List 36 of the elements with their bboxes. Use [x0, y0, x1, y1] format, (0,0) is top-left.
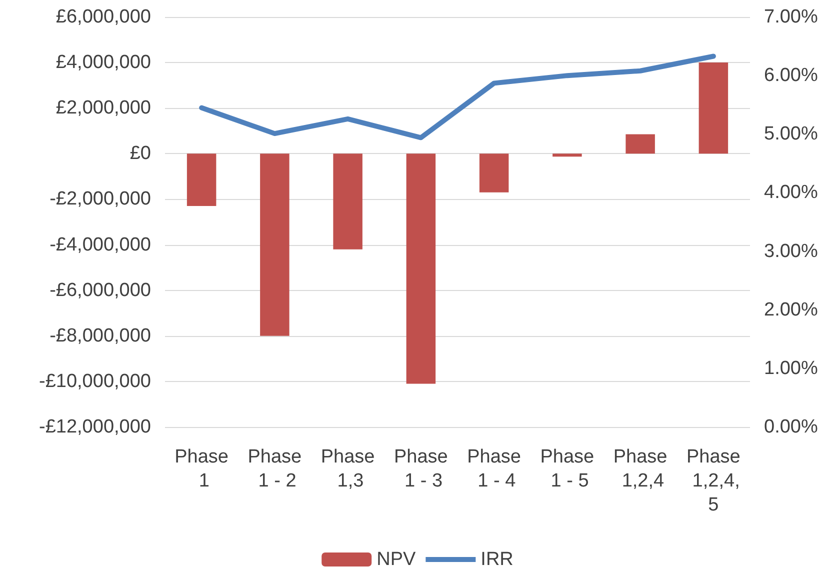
x-tick-label: Phase 1 - 4: [467, 446, 521, 492]
y2-tick-label: 4.00%: [764, 182, 818, 204]
y-tick-label: -£4,000,000: [50, 234, 151, 256]
y2-tick-label: 2.00%: [764, 299, 818, 320]
x-tick-label: Phase 1 - 5: [540, 446, 594, 492]
y2-tick-label: 1.00%: [764, 358, 818, 379]
bar: [552, 154, 582, 157]
y2-tick-label: 7.00%: [764, 6, 818, 28]
bar: [260, 154, 290, 336]
y2-tick-label: 3.00%: [764, 240, 818, 262]
bar: [186, 154, 216, 206]
bar: [626, 134, 655, 154]
y2-tick-label: 5.00%: [764, 124, 818, 145]
bar: [698, 62, 728, 154]
x-tick-label: Phase 1,2,4: [613, 446, 668, 492]
y-tick-label: -£2,000,000: [50, 188, 151, 210]
y2-tick-label: 6.00%: [764, 65, 818, 86]
legend-label: IRR: [480, 549, 514, 570]
y-tick-label: -£10,000,000: [39, 370, 151, 392]
y-tick-label: -£8,000,000: [50, 325, 151, 346]
y2-tick-label: 0.00%: [764, 416, 818, 438]
y-tick-label: £2,000,000: [56, 98, 151, 119]
y-tick-label: £0: [130, 143, 151, 164]
x-tick-label: Phase 1 - 3: [394, 446, 448, 492]
x-tick-label: Phase 1,3: [320, 446, 375, 492]
x-tick-label: Phase 1: [174, 446, 228, 492]
y-tick-label: -£12,000,000: [39, 416, 151, 438]
y-tick-label: -£6,000,000: [50, 280, 151, 301]
x-tick-label: Phase 1 - 2: [248, 446, 302, 492]
bar: [406, 154, 436, 384]
legend-label: NPV: [376, 549, 416, 570]
bar: [479, 154, 509, 192]
y-tick-label: £6,000,000: [56, 6, 151, 28]
y-tick-label: £4,000,000: [56, 52, 151, 74]
bar: [333, 154, 362, 250]
x-tick-label: Phase 1,2,4,5: [686, 446, 740, 516]
